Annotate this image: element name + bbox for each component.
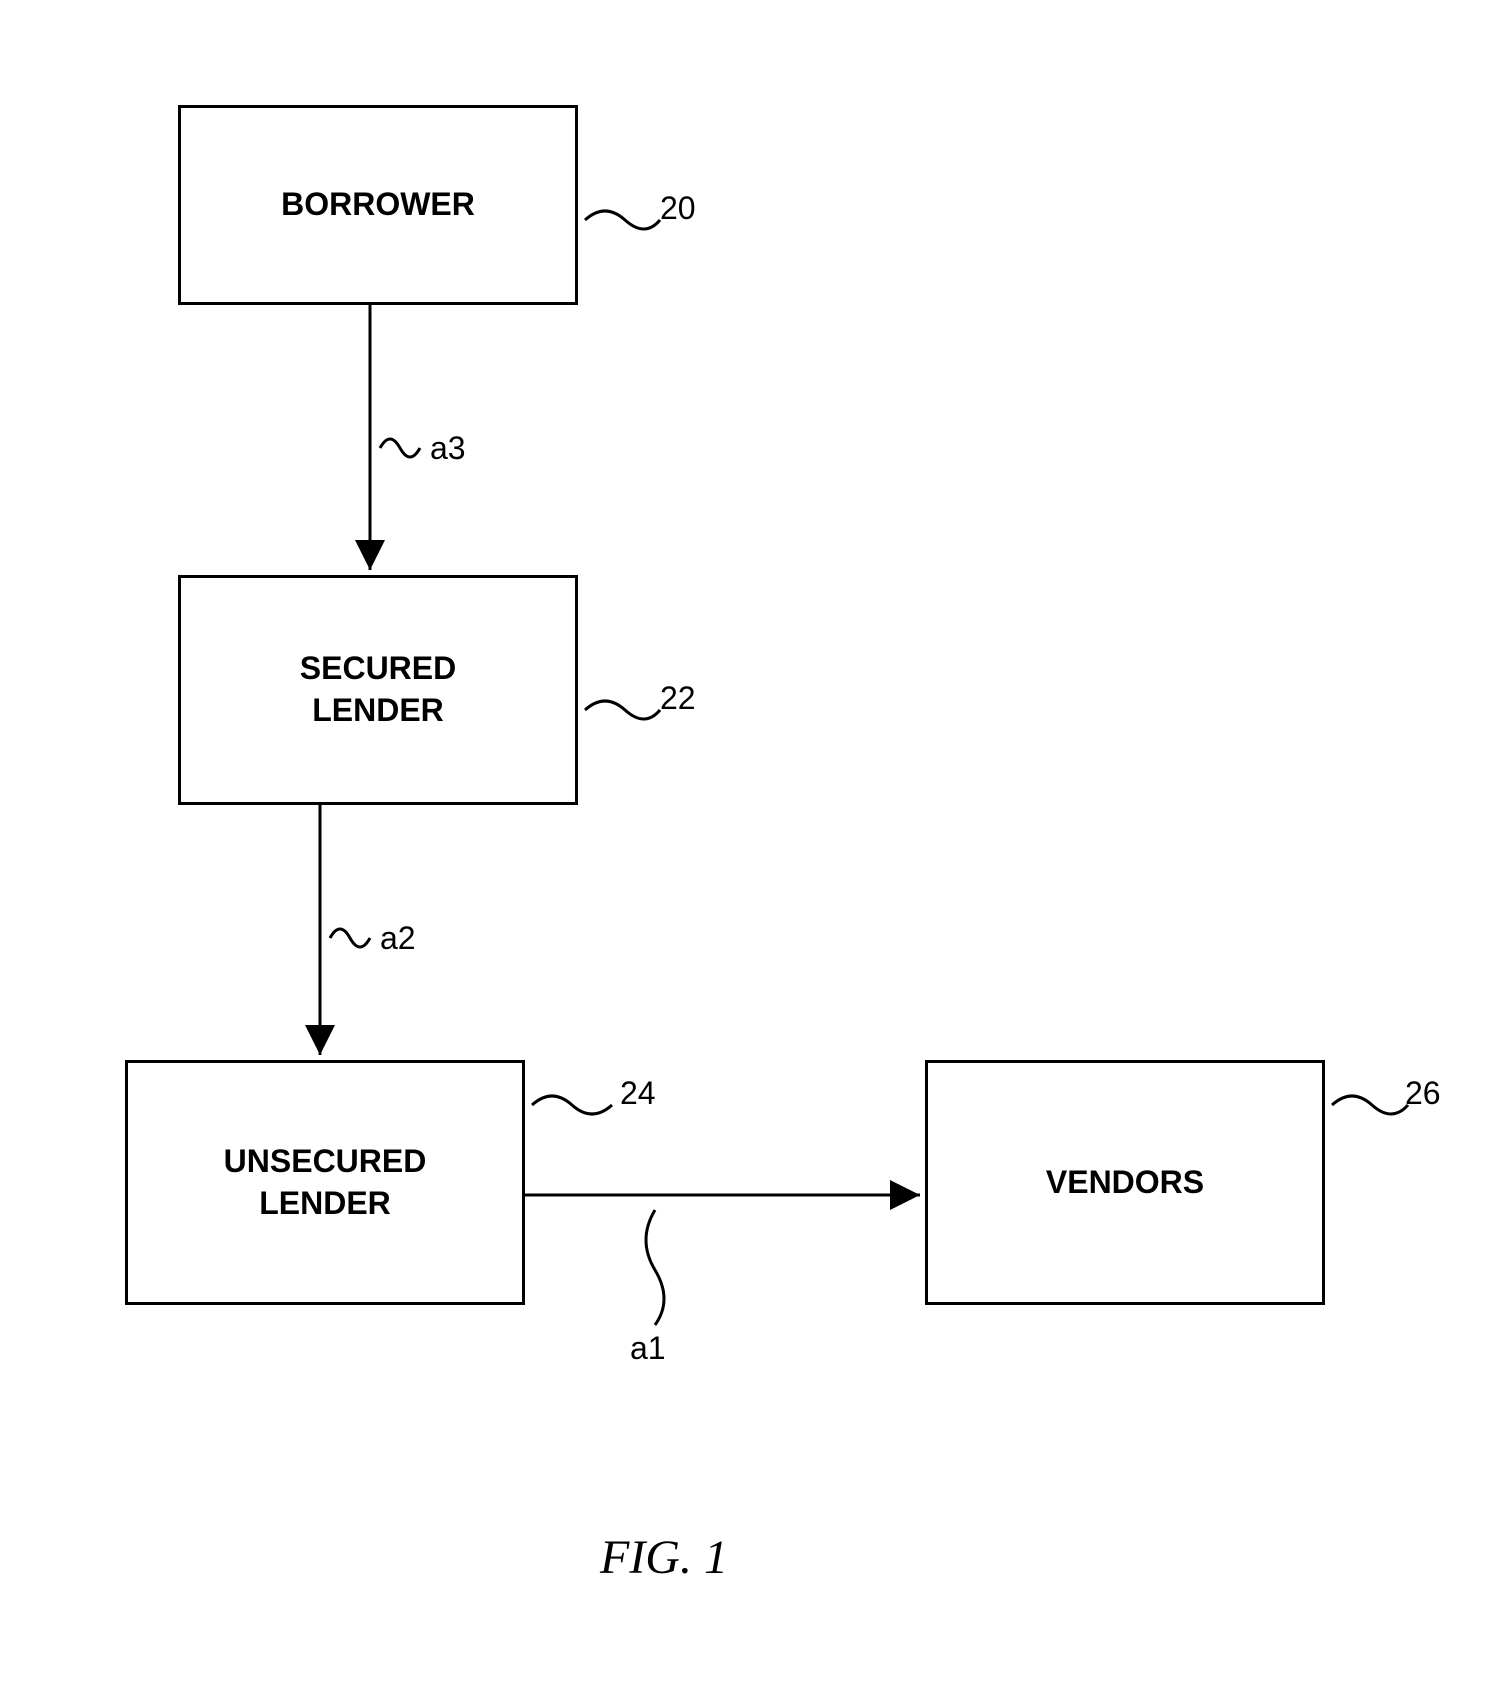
ref-secured-lender: 22 — [660, 680, 696, 717]
node-borrower-label: BORROWER — [281, 184, 475, 226]
ref-borrower: 20 — [660, 190, 696, 227]
node-secured-lender-label: SECUREDLENDER — [300, 648, 456, 731]
tilde-a2 — [330, 929, 370, 947]
figure-caption: FIG. 1 — [600, 1530, 728, 1585]
tilde-ref-secured — [585, 701, 660, 719]
edge-label-a3: a3 — [430, 430, 466, 467]
tilde-ref-vendors — [1332, 1096, 1408, 1114]
edge-label-a1: a1 — [630, 1330, 666, 1367]
node-borrower: BORROWER — [178, 105, 578, 305]
node-unsecured-lender: UNSECUREDLENDER — [125, 1060, 525, 1305]
node-unsecured-lender-label: UNSECUREDLENDER — [224, 1141, 427, 1224]
tilde-a3 — [380, 439, 420, 457]
tilde-a1 — [646, 1210, 664, 1325]
flowchart-diagram: BORROWER 20 SECUREDLENDER 22 UNSECUREDLE… — [0, 0, 1498, 1687]
node-vendors-label: VENDORS — [1046, 1162, 1204, 1204]
node-secured-lender: SECUREDLENDER — [178, 575, 578, 805]
tilde-ref-unsecured — [532, 1096, 612, 1114]
ref-unsecured-lender: 24 — [620, 1075, 656, 1112]
node-vendors: VENDORS — [925, 1060, 1325, 1305]
ref-vendors: 26 — [1405, 1075, 1441, 1112]
tilde-ref-borrower — [585, 211, 660, 229]
edge-label-a2: a2 — [380, 920, 416, 957]
